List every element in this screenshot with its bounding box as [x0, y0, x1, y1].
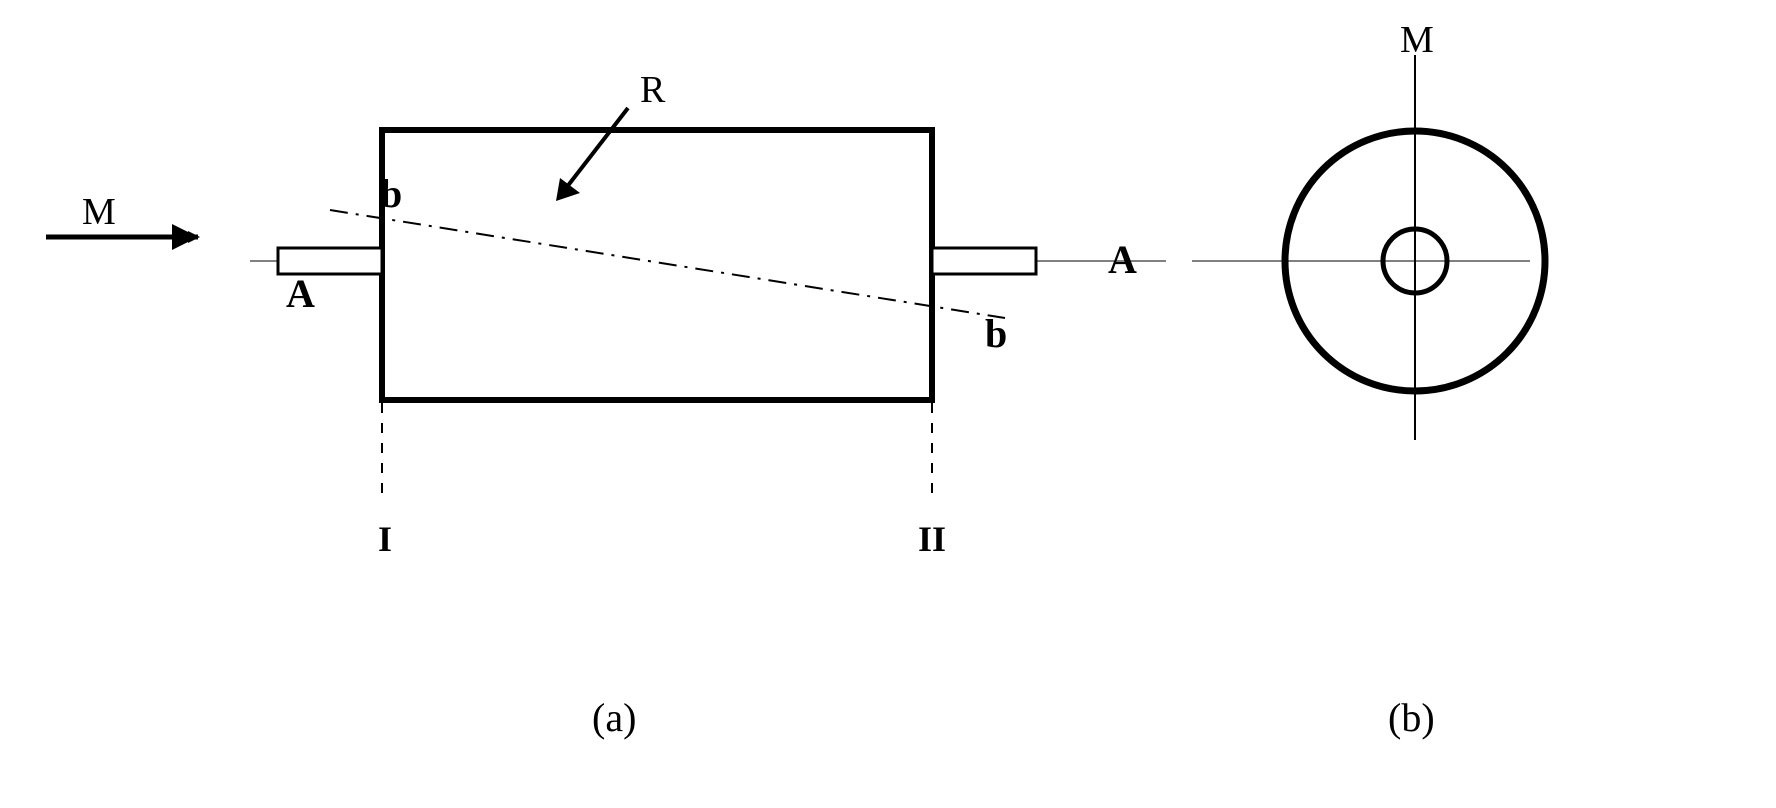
label-r: R — [640, 68, 665, 112]
arrow-m-head — [172, 224, 198, 250]
label-b-left: b — [380, 170, 402, 217]
label-a-left: A — [286, 270, 315, 317]
label-a-right: A — [1108, 236, 1137, 283]
caption-b: (b) — [1388, 694, 1435, 741]
shaft-right — [932, 248, 1036, 274]
cylinder-body — [382, 130, 932, 400]
label-m-left: M — [82, 190, 116, 234]
label-ii: II — [918, 518, 946, 560]
diagram-svg — [0, 0, 1776, 808]
caption-a: (a) — [592, 694, 636, 741]
label-b-right: b — [985, 310, 1007, 357]
label-i: I — [378, 518, 392, 560]
label-m-top: M — [1400, 18, 1434, 62]
